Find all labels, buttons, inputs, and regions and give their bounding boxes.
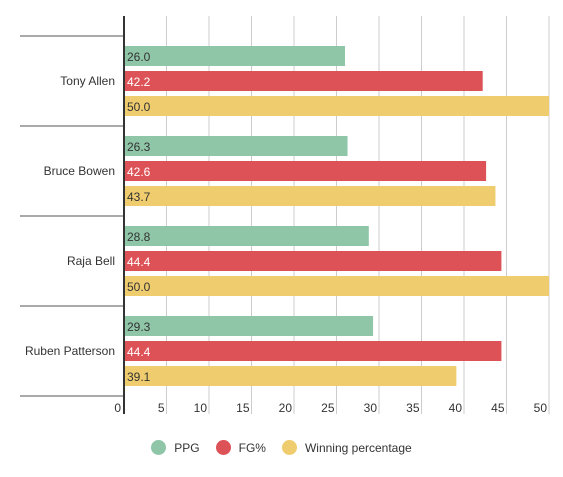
bar bbox=[124, 316, 374, 336]
data-label: 44.4 bbox=[127, 345, 151, 359]
data-label: 29.3 bbox=[127, 320, 151, 334]
data-label: 44.4 bbox=[127, 255, 151, 269]
x-tick-label: 5 bbox=[158, 401, 165, 415]
x-tick-label: 30 bbox=[364, 401, 378, 415]
x-tick-label: 20 bbox=[279, 401, 293, 415]
x-tick-label: 15 bbox=[236, 401, 250, 415]
x-tick-label: 25 bbox=[321, 401, 335, 415]
bar bbox=[124, 96, 549, 116]
bar bbox=[124, 71, 483, 91]
x-tick-label: 45 bbox=[491, 401, 505, 415]
x-tick-label: 0 bbox=[114, 401, 121, 415]
legend-swatch bbox=[215, 440, 231, 455]
bar bbox=[124, 276, 549, 296]
legend-label: PPG bbox=[174, 440, 200, 455]
data-label: 42.6 bbox=[127, 165, 151, 179]
category-label: Bruce Bowen bbox=[44, 164, 115, 178]
bar bbox=[124, 161, 487, 181]
data-label: 26.3 bbox=[127, 140, 151, 154]
data-label: 39.1 bbox=[127, 370, 151, 384]
legend-label: Winning percentage bbox=[304, 440, 412, 455]
legend-item: FG% bbox=[215, 440, 266, 455]
legend-item: PPG bbox=[151, 440, 200, 455]
legend-swatch bbox=[151, 440, 167, 455]
category-label: Raja Bell bbox=[67, 254, 115, 268]
x-tick-label: 35 bbox=[406, 401, 420, 415]
x-tick-label: 50 bbox=[534, 401, 548, 415]
legend-label: FG% bbox=[238, 440, 266, 455]
data-label: 43.7 bbox=[127, 190, 151, 204]
bar bbox=[124, 341, 502, 361]
data-label: 42.2 bbox=[127, 75, 151, 89]
bar bbox=[124, 226, 369, 246]
x-tick-label: 40 bbox=[449, 401, 463, 415]
bar bbox=[124, 251, 502, 271]
data-label: 28.8 bbox=[127, 230, 151, 244]
bar bbox=[124, 136, 348, 156]
category-label: Tony Allen bbox=[60, 74, 115, 88]
bar-chart: 26.0 42.2 50.0 Tony Allen 26.3 42.6 43.7 Bruce … bbox=[20, 16, 550, 415]
data-label: 50.0 bbox=[127, 100, 151, 114]
bar bbox=[124, 46, 345, 66]
bar bbox=[124, 366, 457, 386]
bar bbox=[124, 186, 496, 206]
legend-swatch bbox=[281, 440, 297, 455]
legend-item: Winning percentage bbox=[281, 440, 412, 455]
category-label: Ruben Patterson bbox=[25, 344, 115, 358]
chart-legend: PPG FG% Winning percentage bbox=[0, 440, 563, 455]
data-label: 26.0 bbox=[127, 50, 151, 64]
data-label: 50.0 bbox=[127, 280, 151, 294]
x-tick-label: 10 bbox=[194, 401, 208, 415]
